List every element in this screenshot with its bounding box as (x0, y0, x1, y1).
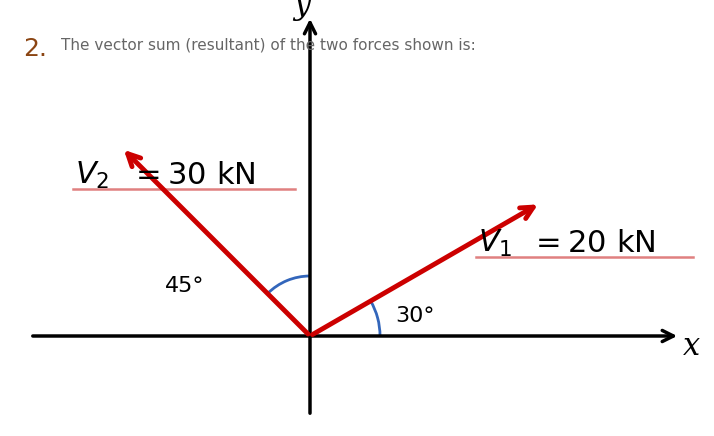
Text: x: x (683, 330, 700, 361)
Text: 45°: 45° (165, 276, 205, 296)
Text: $\mathit{V}_1$: $\mathit{V}_1$ (478, 228, 513, 259)
Text: $\mathit{V}_2$: $\mathit{V}_2$ (75, 160, 109, 191)
Text: y: y (293, 0, 311, 21)
Text: The vector sum (resultant) of the two forces shown is:: The vector sum (resultant) of the two fo… (61, 37, 476, 52)
Text: $= 20\ \mathrm{kN}$: $= 20\ \mathrm{kN}$ (530, 228, 655, 258)
Text: 30°: 30° (395, 306, 435, 326)
Text: 2.: 2. (24, 37, 48, 61)
Text: $= 30\ \mathrm{kN}$: $= 30\ \mathrm{kN}$ (130, 160, 256, 190)
